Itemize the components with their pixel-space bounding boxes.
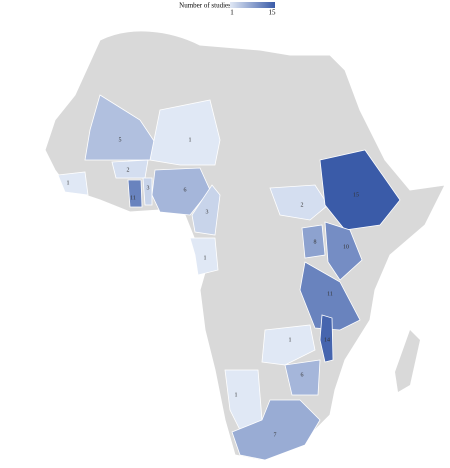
region-label: 2 [127, 167, 130, 173]
region-label: 2 [301, 202, 304, 208]
region-label: 3 [147, 185, 150, 191]
region [269, 184, 329, 221]
region-label: 11 [130, 195, 136, 201]
region-label: 6 [184, 187, 187, 193]
region-label: 7 [274, 432, 277, 438]
region-label: 11 [327, 291, 333, 297]
region-label: 1 [235, 392, 238, 398]
region [111, 159, 149, 179]
region [301, 224, 326, 259]
region-label: 1 [204, 255, 207, 261]
region-label: 14 [324, 337, 330, 343]
region [191, 184, 221, 236]
region [84, 94, 161, 161]
region-label: 10 [343, 244, 349, 250]
legend-min: 1 [230, 9, 234, 17]
region [299, 261, 361, 331]
legend-max: 15 [269, 9, 277, 17]
region [189, 237, 219, 276]
region-label: 8 [314, 239, 317, 245]
region [57, 171, 89, 196]
island [395, 330, 420, 392]
region [149, 99, 221, 166]
region-label: 6 [301, 372, 304, 378]
region-label: 1 [189, 137, 192, 143]
region-label: 1 [67, 180, 70, 186]
region [319, 149, 401, 231]
region-label: 3 [206, 209, 209, 215]
legend-title: Number of studies [179, 2, 231, 10]
region-label: 15 [353, 192, 359, 198]
region [261, 324, 316, 366]
region [284, 359, 321, 396]
region [127, 179, 143, 208]
region [151, 167, 211, 216]
region [324, 221, 363, 281]
region [319, 314, 334, 363]
region-label: 1 [289, 337, 292, 343]
legend-bar [230, 2, 275, 8]
region [142, 177, 153, 206]
region [231, 399, 321, 461]
region-label: 5 [119, 137, 122, 143]
